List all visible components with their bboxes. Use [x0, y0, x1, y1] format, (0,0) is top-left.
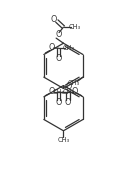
Text: O: O — [72, 87, 78, 96]
Text: O: O — [49, 43, 55, 52]
Text: O: O — [65, 98, 71, 107]
Text: CH₃: CH₃ — [62, 45, 74, 51]
Text: O: O — [49, 87, 55, 96]
Text: CH₃: CH₃ — [69, 24, 81, 30]
Text: O: O — [66, 82, 72, 91]
Text: CH₃: CH₃ — [57, 137, 69, 143]
Text: CH₃: CH₃ — [62, 89, 74, 95]
Text: O: O — [56, 54, 62, 63]
Text: CH₃: CH₃ — [67, 80, 80, 86]
Text: O: O — [56, 98, 62, 107]
Text: CH₃: CH₃ — [52, 89, 65, 95]
Text: O: O — [55, 30, 61, 39]
Text: O: O — [51, 15, 57, 24]
